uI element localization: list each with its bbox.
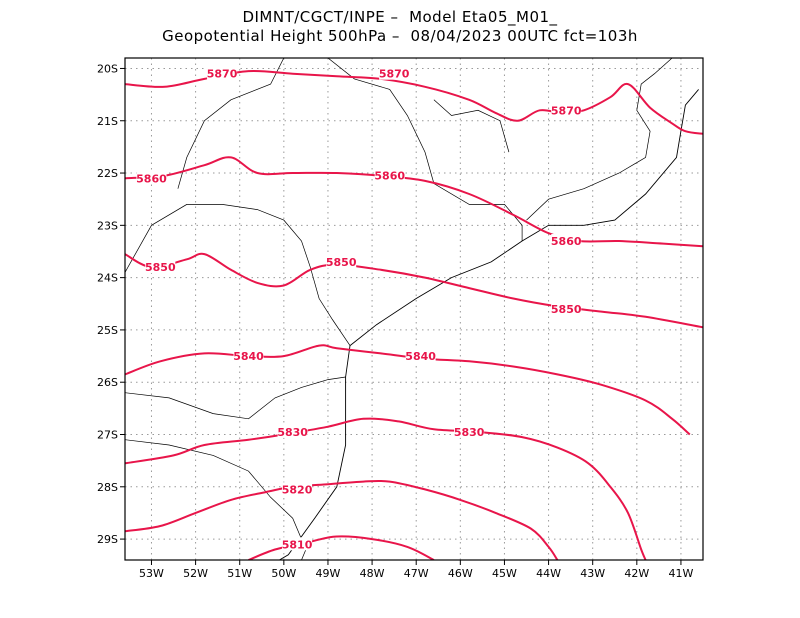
state-border (125, 204, 351, 346)
plot-frame (124, 57, 704, 561)
contour-label: 5860 (551, 235, 582, 248)
y-tick-label: 29S (97, 533, 118, 546)
contour-label-bg (282, 537, 313, 551)
y-tick-label: 26S (97, 376, 118, 389)
y-tick-label: 23S (97, 219, 118, 232)
contour-label: 5870 (379, 68, 410, 81)
contour-label-bg (233, 349, 264, 363)
coastline (279, 89, 699, 560)
y-tick-label: 24S (97, 272, 118, 285)
contour-labels: 5870 5870 5870 5860 5860 5860 5850 5850 5850 5840… (136, 66, 582, 551)
contour-label: 5850 (326, 256, 357, 269)
contour-label-bg (551, 103, 582, 117)
contour-label: 5810 (282, 538, 313, 551)
contour-label-bg (405, 349, 436, 363)
contour-label-bg (326, 254, 357, 268)
contour-5810 (248, 535, 435, 560)
contour-5870 (125, 69, 703, 135)
state-border (327, 58, 523, 241)
contour-5850 (125, 252, 703, 329)
y-tick-label: 22S (97, 167, 118, 180)
x-tick-label: 41W (669, 567, 694, 580)
contour-5860 (125, 156, 703, 248)
y-tick-label: 20S (97, 62, 118, 75)
contour-label-bg (551, 234, 582, 248)
y-tick-label: 25S (97, 324, 118, 337)
x-tick-label: 43W (580, 567, 605, 580)
x-tick-label: 45W (492, 567, 517, 580)
x-tick-label: 50W (271, 567, 296, 580)
contour-label-bg (551, 302, 582, 315)
contour-label: 5860 (374, 170, 405, 183)
x-tick-label: 49W (316, 567, 341, 580)
contour-label-bg (145, 260, 176, 274)
height-contours (125, 69, 703, 560)
x-tick-label: 53W (139, 567, 164, 580)
state-border (125, 376, 346, 420)
x-tick-label: 51W (227, 567, 252, 580)
contour-label-bg (374, 168, 405, 182)
state-border (433, 99, 510, 153)
y-tick-label: 28S (97, 481, 118, 494)
contour-label: 5850 (551, 303, 582, 316)
x-tick-label: 46W (448, 567, 473, 580)
state-border (177, 58, 285, 189)
contour-label: 5870 (551, 104, 582, 117)
map-title-line-1: DIMNT/CGCT/INPE – Model Eta05_M01_ (242, 8, 558, 26)
contour-5820 (125, 479, 559, 560)
contour-label: 5820 (282, 483, 313, 496)
contour-label-bg (277, 424, 308, 438)
x-tick-label: 42W (624, 567, 649, 580)
y-tick-label: 27S (97, 429, 118, 442)
contour-label: 5860 (136, 172, 167, 185)
x-tick-label: 44W (536, 567, 561, 580)
contour-label: 5830 (277, 426, 308, 439)
contour-label-bg (282, 482, 313, 496)
x-tick-label: 52W (183, 567, 208, 580)
contour-label: 5830 (454, 426, 485, 439)
contour-label-bg (207, 66, 238, 80)
contour-label: 5840 (233, 350, 264, 363)
y-axis-ticks: 20S 21S 22S 23S 24S 25S 26S 27S 28S 29S (97, 62, 125, 546)
contour-label: 5850 (145, 261, 176, 274)
x-tick-label: 47W (404, 567, 429, 580)
x-axis-ticks: 53W 52W 51W 50W 49W 48W 47W 46W 45W 44W 43W 42W 41W (139, 560, 693, 580)
state-border (526, 58, 673, 221)
contour-label: 5840 (405, 350, 436, 363)
contour-label-bg (379, 66, 410, 80)
contour-label: 5870 (207, 68, 238, 81)
coastline-and-borders (125, 58, 699, 560)
contour-label-bg (136, 171, 167, 185)
state-border (125, 439, 307, 560)
contour-5830 (125, 417, 647, 560)
map-title-line-2: Geopotential Height 500hPa – 08/04/2023 … (162, 27, 638, 45)
lat-lon-gridlines (125, 58, 703, 560)
y-tick-label: 21S (97, 115, 118, 128)
x-tick-label: 48W (360, 567, 385, 580)
contour-label-bg (454, 424, 485, 438)
contour-5840 (125, 344, 691, 436)
